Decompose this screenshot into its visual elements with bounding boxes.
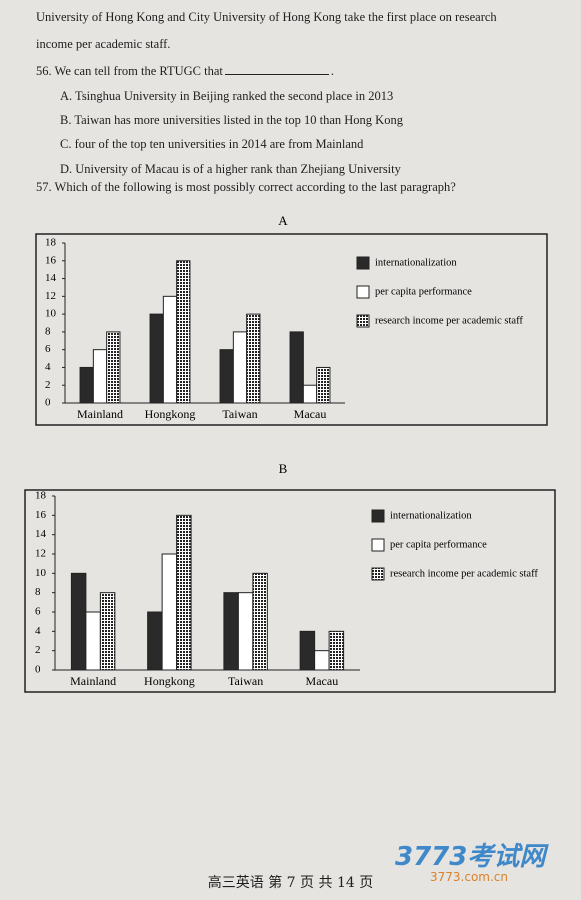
bar (219, 349, 234, 404)
x-tick-label: Mainland (70, 674, 116, 688)
y-tick-label: 0 (45, 397, 51, 409)
bar (316, 366, 331, 404)
legend-label: research income per academic staff (375, 315, 523, 326)
x-tick-label: Hongkong (144, 674, 195, 688)
option: B. Taiwan has more universities listed i… (60, 113, 403, 127)
bar (79, 366, 94, 404)
watermark-logo: 3773考试网 (395, 842, 546, 872)
bar (106, 331, 121, 404)
bar (289, 331, 304, 404)
y-tick-label: 12 (45, 290, 56, 302)
bar (149, 313, 164, 404)
y-tick-label: 16 (35, 509, 47, 521)
bar (85, 611, 101, 671)
answer-blank (224, 74, 329, 75)
y-tick-label: 16 (45, 254, 57, 266)
y-tick-label: 2 (45, 379, 51, 391)
y-tick-label: 18 (35, 490, 47, 502)
charts: A 0 2 4 6 8 10 12 14 16 18 Mainland Hongkong Taiwan Ma… (24, 213, 556, 693)
legend-label: internationalization (375, 257, 457, 268)
x-tick-label: Macau (306, 674, 339, 688)
y-tick-label: 0 (35, 664, 41, 676)
y-tick-label: 4 (35, 625, 41, 637)
bar (176, 260, 191, 404)
option: A. Tsinghua University in Beijing ranked… (60, 89, 394, 103)
bar (176, 514, 192, 671)
bar (328, 630, 345, 671)
option: D. University of Macau is of a higher ra… (60, 162, 401, 176)
x-tick-label: Macau (294, 407, 327, 421)
y-tick-label: 6 (45, 343, 51, 355)
y-tick-label: 10 (45, 308, 57, 320)
legend-swatch (371, 567, 385, 581)
bar (237, 592, 254, 671)
chart-title: A (278, 213, 288, 228)
y-tick-label: 14 (45, 272, 57, 284)
bar (161, 553, 178, 671)
x-tick-label: Taiwan (222, 407, 257, 421)
passage-line: income per academic staff. (36, 37, 171, 51)
bar (299, 630, 316, 671)
chart-frame (24, 489, 556, 693)
y-tick-label: 8 (35, 586, 41, 598)
y-tick-label: 12 (35, 548, 46, 560)
bar (302, 384, 318, 404)
bar (147, 611, 163, 671)
legend-label: research income per academic staff (390, 568, 538, 579)
bar (92, 349, 108, 404)
y-tick-label: 14 (35, 528, 47, 540)
question-stem: 56. We can tell from the RTUGC that. (36, 64, 334, 79)
y-tick-label: 4 (45, 361, 51, 373)
watermark-url: 3773.com.cn (430, 870, 508, 884)
x-tick-label: Hongkong (145, 407, 196, 421)
passage-line: University of Hong Kong and City Univers… (36, 10, 497, 24)
question-stem: 57. Which of the following is most possi… (36, 180, 456, 194)
x-tick-label: Taiwan (228, 674, 263, 688)
legend-swatch (356, 256, 370, 270)
legend-swatch (371, 538, 385, 552)
bar (162, 295, 178, 404)
bar (70, 572, 87, 671)
bar (232, 331, 248, 404)
stem-end: . (330, 64, 334, 78)
stem-text: 56. We can tell from the RTUGC that (36, 64, 223, 78)
y-tick-label: 8 (45, 325, 51, 337)
option: C. four of the top ten universities in 2… (60, 137, 364, 151)
legend-label: internationalization (390, 510, 472, 521)
x-tick-label: Mainland (77, 407, 123, 421)
footer: 高三英语 第 7 页 共 14 页 (207, 875, 374, 891)
bar (99, 592, 116, 671)
legend-swatch (356, 285, 370, 299)
legend-label: per capita performance (375, 286, 472, 297)
y-tick-label: 10 (35, 567, 47, 579)
legend-swatch (371, 509, 385, 523)
legend-swatch (356, 314, 370, 328)
bar (246, 313, 261, 404)
bar (252, 572, 268, 671)
legend-label: per capita performance (390, 539, 487, 550)
chart-frame (35, 233, 548, 426)
y-tick-label: 18 (45, 237, 57, 249)
bar (223, 592, 239, 671)
y-tick-label: 2 (35, 644, 41, 656)
y-tick-label: 6 (35, 606, 41, 618)
chart-title: B (279, 461, 288, 476)
bar (314, 650, 330, 671)
